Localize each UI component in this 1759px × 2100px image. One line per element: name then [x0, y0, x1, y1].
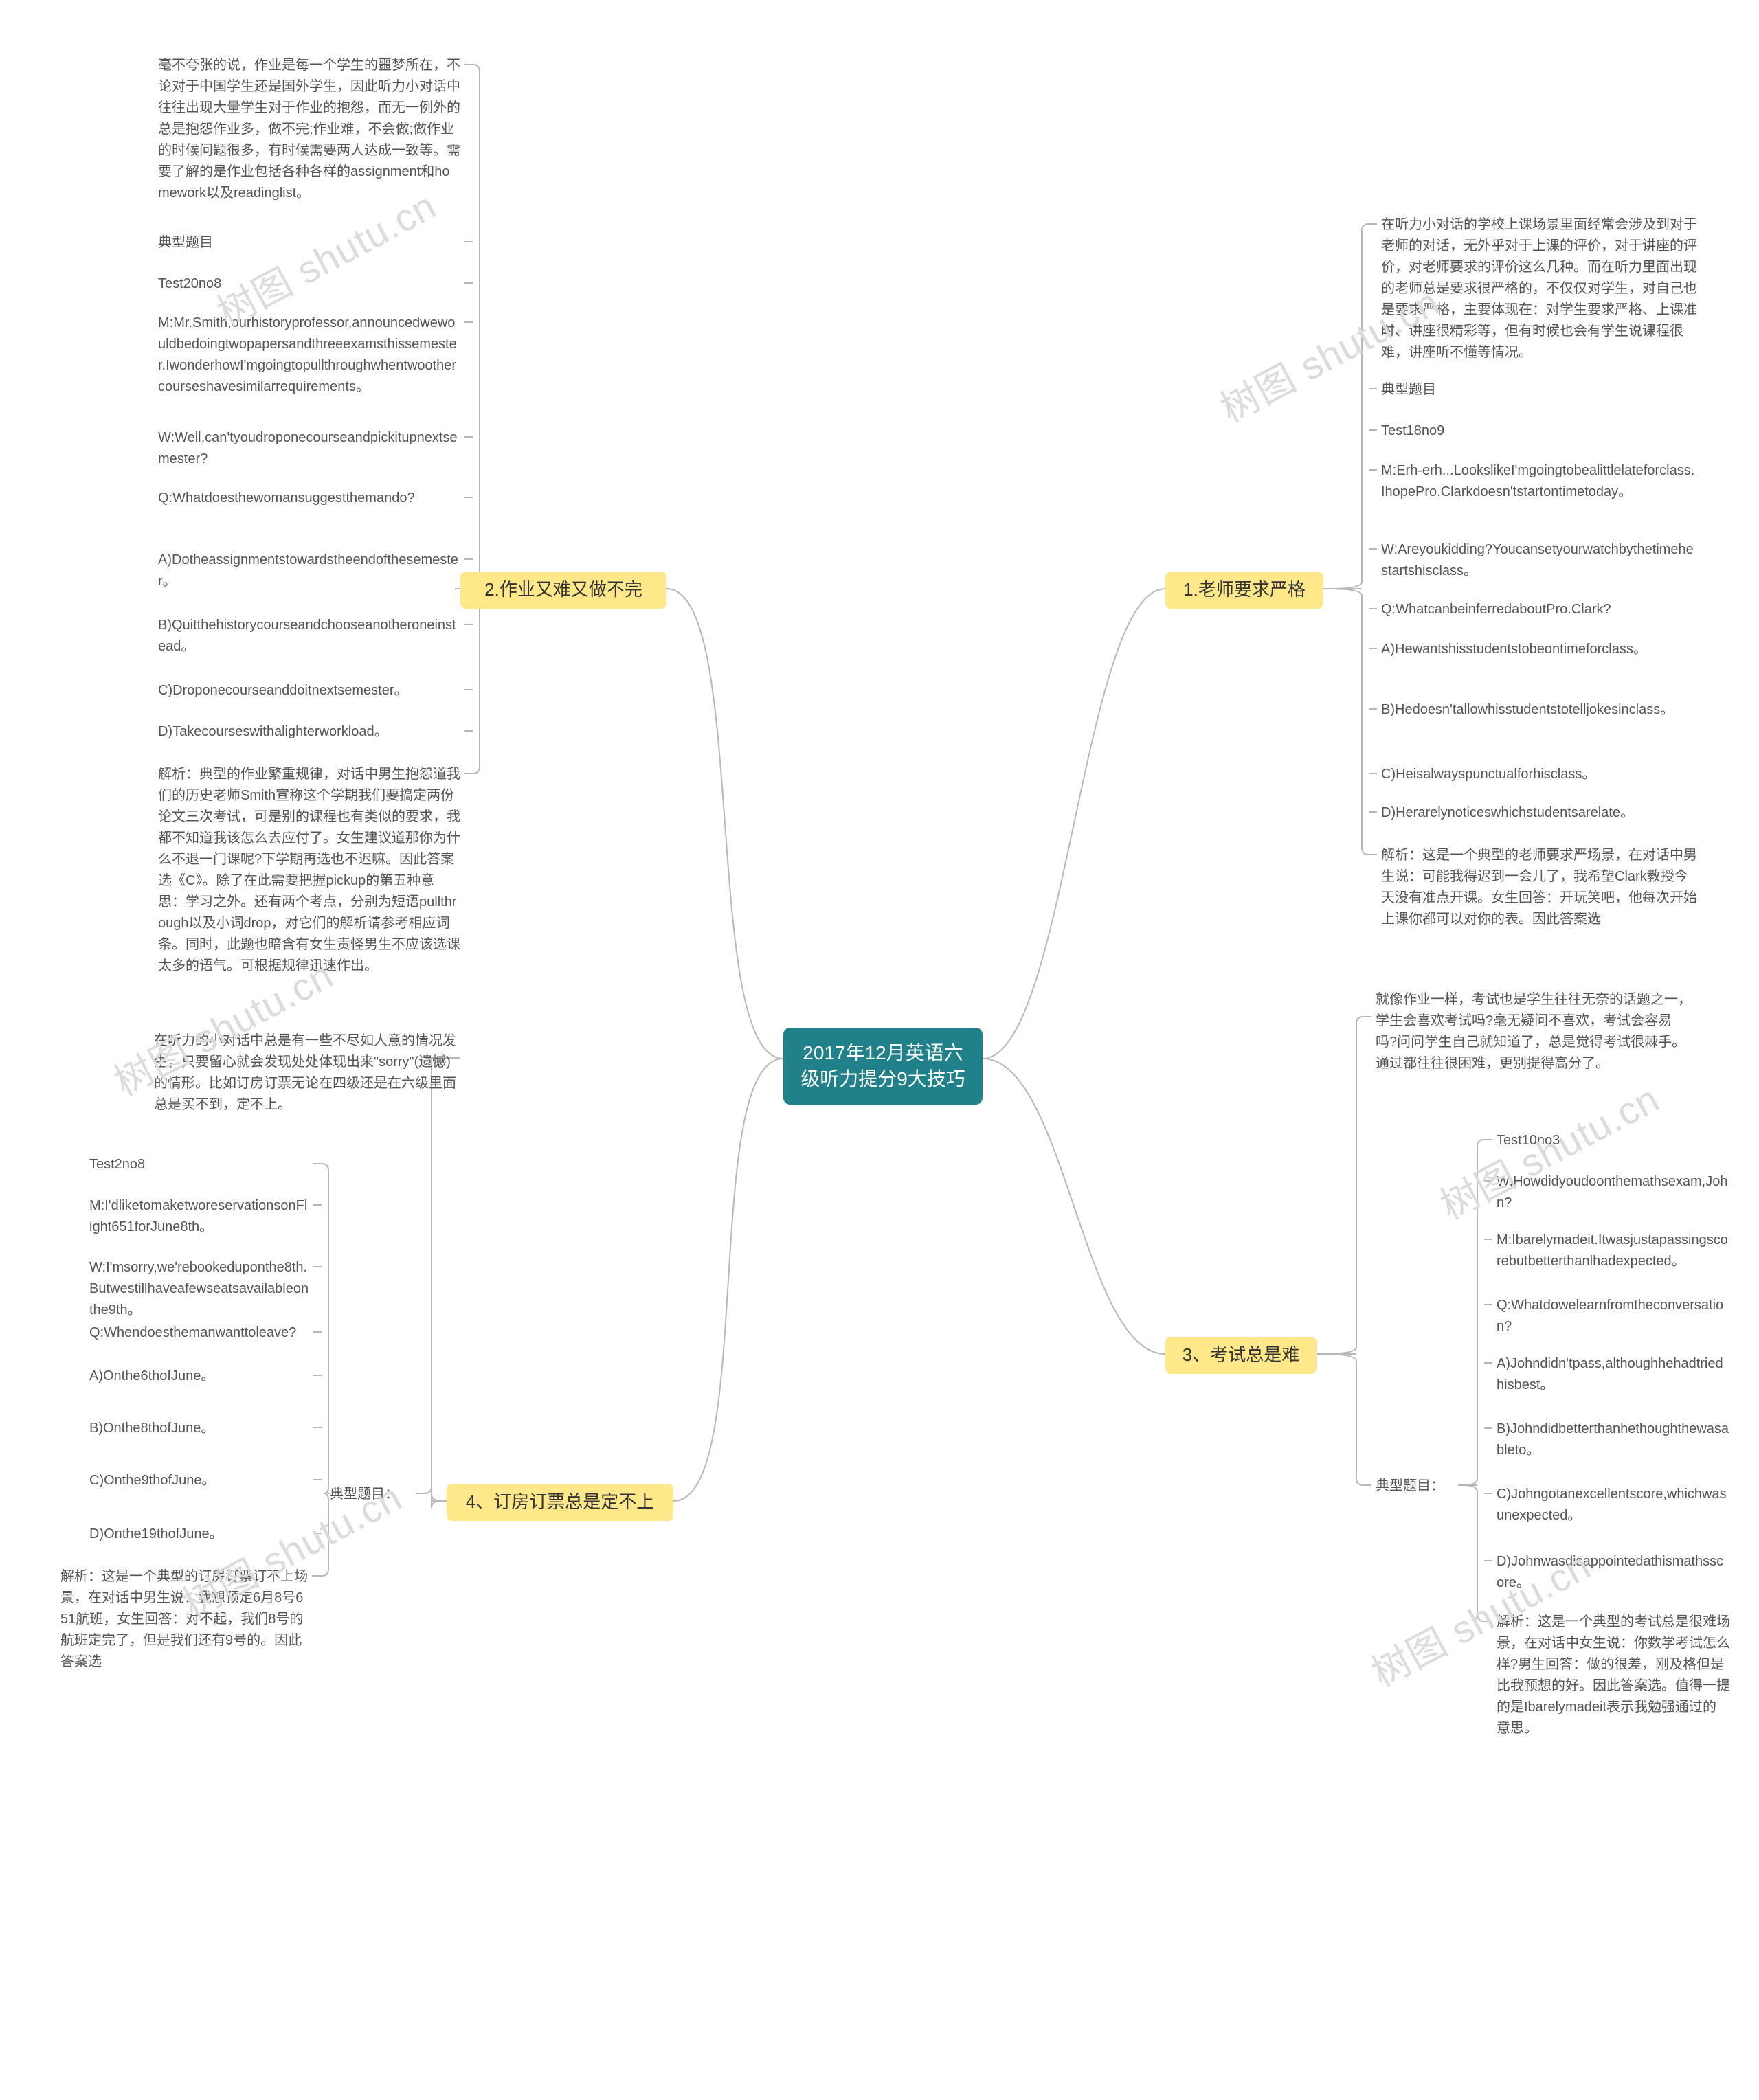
- subleaf-b4-6: C)Onthe9thofJune。: [89, 1470, 309, 1491]
- leaf-b2-10: 解析：典型的作业繁重规律，对话中男生抱怨道我们的历史老师Smith宣称这个学期我…: [158, 764, 460, 977]
- subleaf-b4-5: B)Onthe8thofJune。: [89, 1418, 309, 1439]
- leaf-b2-1: 典型题目: [158, 232, 460, 253]
- branch-b4: 4、订房订票总是定不上: [447, 1484, 673, 1521]
- subleaf-b4-8: 解析：这是一个典型的订房订票订不上场景，在对话中男生说：我想预定6月8号651航…: [60, 1566, 308, 1673]
- leaf-b1-6: A)Hewantshisstudentstobeontimeforclass。: [1381, 639, 1697, 660]
- subleaf-b4-0: Test2no8: [89, 1154, 309, 1175]
- subleaf-b3-2: M:Ibarelymadeit.Itwasjustapassingscorebu…: [1497, 1230, 1730, 1272]
- leaf-b2-4: W:Well,can'tyoudroponecourseandpickitupn…: [158, 427, 460, 470]
- leaf-b1-4: W:Areyoukidding?Youcansetyourwatchbythet…: [1381, 539, 1697, 582]
- sub-b4: 典型题目：: [330, 1484, 412, 1505]
- leaf-b2-3: M:Mr.Smith,ourhistoryprofessor,announced…: [158, 313, 460, 398]
- subleaf-b4-2: W:I'msorry,we'rebookeduponthe8th.Butwest…: [89, 1257, 309, 1321]
- sub-b3: 典型题目：: [1376, 1476, 1458, 1497]
- leaf-b2-6: A)Dotheassignmentstowardstheendoftheseme…: [158, 550, 460, 592]
- intro-b3: 就像作业一样，考试也是学生往往无奈的话题之一，学生会喜欢考试吗?毫无疑问不喜欢，…: [1376, 989, 1692, 1074]
- root-node: 2017年12月英语六级听力提分9大技巧: [783, 1028, 983, 1105]
- leaf-b1-7: B)Hedoesn'tallowhisstudentstotelljokesin…: [1381, 699, 1697, 721]
- intro-b4: 在听力的小对话中总是有一些不尽如人意的情况发生，只要留心就会发现处处体现出来"s…: [154, 1030, 456, 1116]
- leaf-b1-9: D)Herarelynoticeswhichstudentsarelate。: [1381, 802, 1697, 824]
- subleaf-b3-6: C)Johngotanexcellentscore,whichwasunexpe…: [1497, 1484, 1730, 1526]
- subleaf-b4-3: Q:Whendoesthemanwanttoleave?: [89, 1322, 309, 1344]
- subleaf-b4-1: M:I'dliketomaketworeservationsonFlight65…: [89, 1195, 309, 1238]
- leaf-b1-5: Q:WhatcanbeinferredaboutPro.Clark?: [1381, 599, 1697, 620]
- leaf-b2-7: B)Quitthehistorycourseandchooseanotheron…: [158, 615, 460, 657]
- leaf-b2-8: C)Droponecourseanddoitnextsemester。: [158, 680, 460, 701]
- leaf-b1-8: C)Heisalwayspunctualforhisclass。: [1381, 764, 1697, 785]
- branch-b2: 2.作业又难又做不完: [460, 572, 666, 609]
- leaf-b2-5: Q:Whatdoesthewomansuggestthemando?: [158, 488, 460, 509]
- leaf-b1-0: 在听力小对话的学校上课场景里面经常会涉及到对于老师的对话，无外乎对于上课的评价，…: [1381, 214, 1697, 363]
- subleaf-b3-4: A)Johndidn'tpass,althoughhehadtriedhisbe…: [1497, 1353, 1730, 1396]
- leaf-b1-2: Test18no9: [1381, 420, 1697, 442]
- subleaf-b4-4: A)Onthe6thofJune。: [89, 1366, 309, 1387]
- branch-b1: 1.老师要求严格: [1165, 572, 1323, 609]
- leaf-b2-0: 毫不夸张的说，作业是每一个学生的噩梦所在，不论对于中国学生还是国外学生，因此听力…: [158, 55, 460, 204]
- subleaf-b4-7: D)Onthe19thofJune。: [89, 1524, 309, 1545]
- leaf-b2-9: D)Takecourseswithalighterworkload。: [158, 721, 460, 743]
- subleaf-b3-0: Test10no3: [1497, 1130, 1730, 1151]
- branch-b3: 3、考试总是难: [1165, 1337, 1317, 1374]
- leaf-b1-3: M:Erh-erh...LookslikeI'mgoingtobealittle…: [1381, 460, 1697, 503]
- subleaf-b3-7: D)Johnwasdisappointedathismathsscore。: [1497, 1551, 1730, 1594]
- leaf-b2-2: Test20no8: [158, 273, 460, 295]
- subleaf-b3-1: W:Howdidyoudoonthemathsexam,John?: [1497, 1171, 1730, 1214]
- leaf-b1-1: 典型题目: [1381, 379, 1697, 400]
- subleaf-b3-3: Q:Whatdowelearnfromtheconversation?: [1497, 1295, 1730, 1337]
- subleaf-b3-8: 解析：这是一个典型的考试总是很难场景，在对话中女生说：你数学考试怎么样?男生回答…: [1497, 1612, 1730, 1739]
- leaf-b1-10: 解析：这是一个典型的老师要求严场景，在对话中男生说：可能我得迟到一会儿了，我希望…: [1381, 845, 1697, 930]
- subleaf-b3-5: B)Johndidbetterthanhethoughthewasableto。: [1497, 1419, 1730, 1461]
